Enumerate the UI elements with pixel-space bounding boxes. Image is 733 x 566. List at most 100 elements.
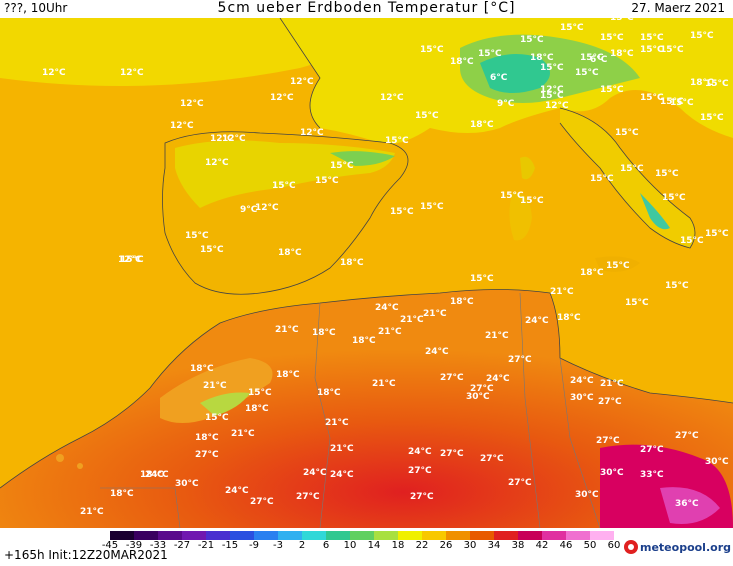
temperature-label: 15°C [640, 33, 664, 43]
temperature-label: 18°C [340, 258, 364, 268]
temperature-label: 15°C [520, 35, 544, 45]
meteopool-logo-icon [624, 540, 638, 554]
colorbar-segment [134, 531, 158, 540]
temperature-label: 15°C [700, 113, 724, 123]
temperature-colorbar [110, 531, 614, 540]
temperature-label: 9°C [240, 205, 258, 215]
temperature-label: 24°C [330, 470, 354, 480]
alps-core [480, 54, 550, 93]
coastline [162, 131, 409, 295]
temperature-label: 18°C [190, 364, 214, 374]
temperature-label: 18°C [557, 313, 581, 323]
temperature-label: 12°C [300, 128, 324, 138]
map-title: 5cm ueber Erdboden Temperatur [°C] [217, 0, 516, 16]
temperature-label: 27°C [598, 397, 622, 407]
temperature-label: 21°C [325, 418, 349, 428]
temperature-label: 21°C [80, 507, 104, 517]
temperature-map: 12°C 12°C 12°C 12°C 12°C 12°C 12°C 12°C 12°C 15°C… [0, 18, 733, 528]
temperature-label: 27°C [508, 355, 532, 365]
temperature-label: 30°C [575, 490, 599, 500]
temperature-label: 18°C [110, 489, 134, 499]
colorbar-segment [158, 531, 182, 540]
temperature-label: 15°C [705, 229, 729, 239]
temperature-label: 18°C [245, 404, 269, 414]
temperature-label: 30°C [466, 392, 490, 402]
temperature-label: 15°C [640, 93, 664, 103]
temperature-label: 27°C [440, 449, 464, 459]
temperature-label: 24°C [570, 376, 594, 386]
colorbar-tick: 22 [415, 540, 429, 551]
colorbar-tick: 42 [535, 540, 549, 551]
colorbar-segment [422, 531, 446, 540]
temperature-label: 15°C [420, 45, 444, 55]
colorbar-tick: -9 [249, 540, 259, 551]
temperature-label: 15°C [606, 261, 630, 271]
coastline [0, 289, 733, 489]
colorbar-segment [566, 531, 590, 540]
temperature-label: 15°C [390, 207, 414, 217]
temperature-label: 15°C [620, 164, 644, 174]
atlas-cool-area [160, 358, 273, 423]
temperature-label: 27°C [480, 454, 504, 464]
temperature-label: 15°C [248, 388, 272, 398]
apennine-cold [640, 193, 670, 230]
temperature-label: 15°C [590, 174, 614, 184]
valid-date-label: 27. Maerz 2021 [631, 1, 725, 15]
colorbar-tick: -33 [149, 540, 167, 551]
colorbar-segment [230, 531, 254, 540]
temperature-label: 15°C [665, 281, 689, 291]
temperature-label: 21°C [372, 379, 396, 389]
italy-land [560, 108, 695, 248]
temperature-labels: 12°C12°C12°C12°C12°C12°C12°C12°C12°C15°C… [42, 18, 729, 517]
pyrenees-cold [330, 151, 395, 166]
colorbar-tick: 60 [607, 540, 621, 551]
temperature-label: 30°C [175, 479, 199, 489]
temperature-label: 15°C [662, 193, 686, 203]
temperature-label: 15°C [625, 298, 649, 308]
colorbar-segment [446, 531, 470, 540]
temperature-label: 15°C [640, 45, 664, 55]
temperature-label: 15°C [610, 18, 634, 23]
temperature-label: 27°C [470, 384, 494, 394]
temperature-label: 18°C [317, 388, 341, 398]
colorbar-segment [278, 531, 302, 540]
temperature-label: 12°C [270, 93, 294, 103]
colorbar-segment [182, 531, 206, 540]
temperature-label: 15°C [540, 91, 564, 101]
meteopool-logo[interactable]: meteopool.org [624, 540, 731, 554]
temperature-label: 21°C [600, 379, 624, 389]
colorbar-tick: -27 [173, 540, 191, 551]
temperature-label: 18°C [580, 268, 604, 278]
colorbar-segment [494, 531, 518, 540]
colorbar-segment [326, 531, 350, 540]
colorbar-segment [470, 531, 494, 540]
temperature-label: 12°C [210, 134, 234, 144]
temperature-label: 6°C [490, 73, 508, 83]
colorbar-segment [350, 531, 374, 540]
temperature-label: 24°C [303, 468, 327, 478]
colorbar-tick: 10 [343, 540, 357, 551]
temperature-label: 21°C [550, 287, 574, 297]
temperature-label: 21°C [330, 444, 354, 454]
temperature-label: 27°C [410, 492, 434, 502]
temperature-label: 18°C [195, 433, 219, 443]
colorbar-segment [398, 531, 422, 540]
temperature-label: 30°C [600, 468, 624, 478]
colorbar-segment [374, 531, 398, 540]
colorbar-tick: -15 [221, 540, 239, 551]
temperature-label: 33°C [640, 470, 664, 480]
temperature-label: 15°C [660, 97, 684, 107]
temperature-label: 27°C [296, 492, 320, 502]
colorbar-tick: -21 [197, 540, 215, 551]
colorbar-tick: 26 [439, 540, 453, 551]
canary-island [56, 454, 64, 462]
temperature-label: 15°C [330, 161, 354, 171]
temperature-label: 18°C [140, 470, 164, 480]
temperature-label: 30°C [570, 393, 594, 403]
temperature-label: 15°C [690, 31, 714, 41]
colorbar-tick: 50 [583, 540, 597, 551]
colorbar-segment [110, 531, 134, 540]
temperature-label: 15°C [615, 128, 639, 138]
temperature-label: 21°C [485, 331, 509, 341]
north-africa-land [0, 289, 733, 528]
